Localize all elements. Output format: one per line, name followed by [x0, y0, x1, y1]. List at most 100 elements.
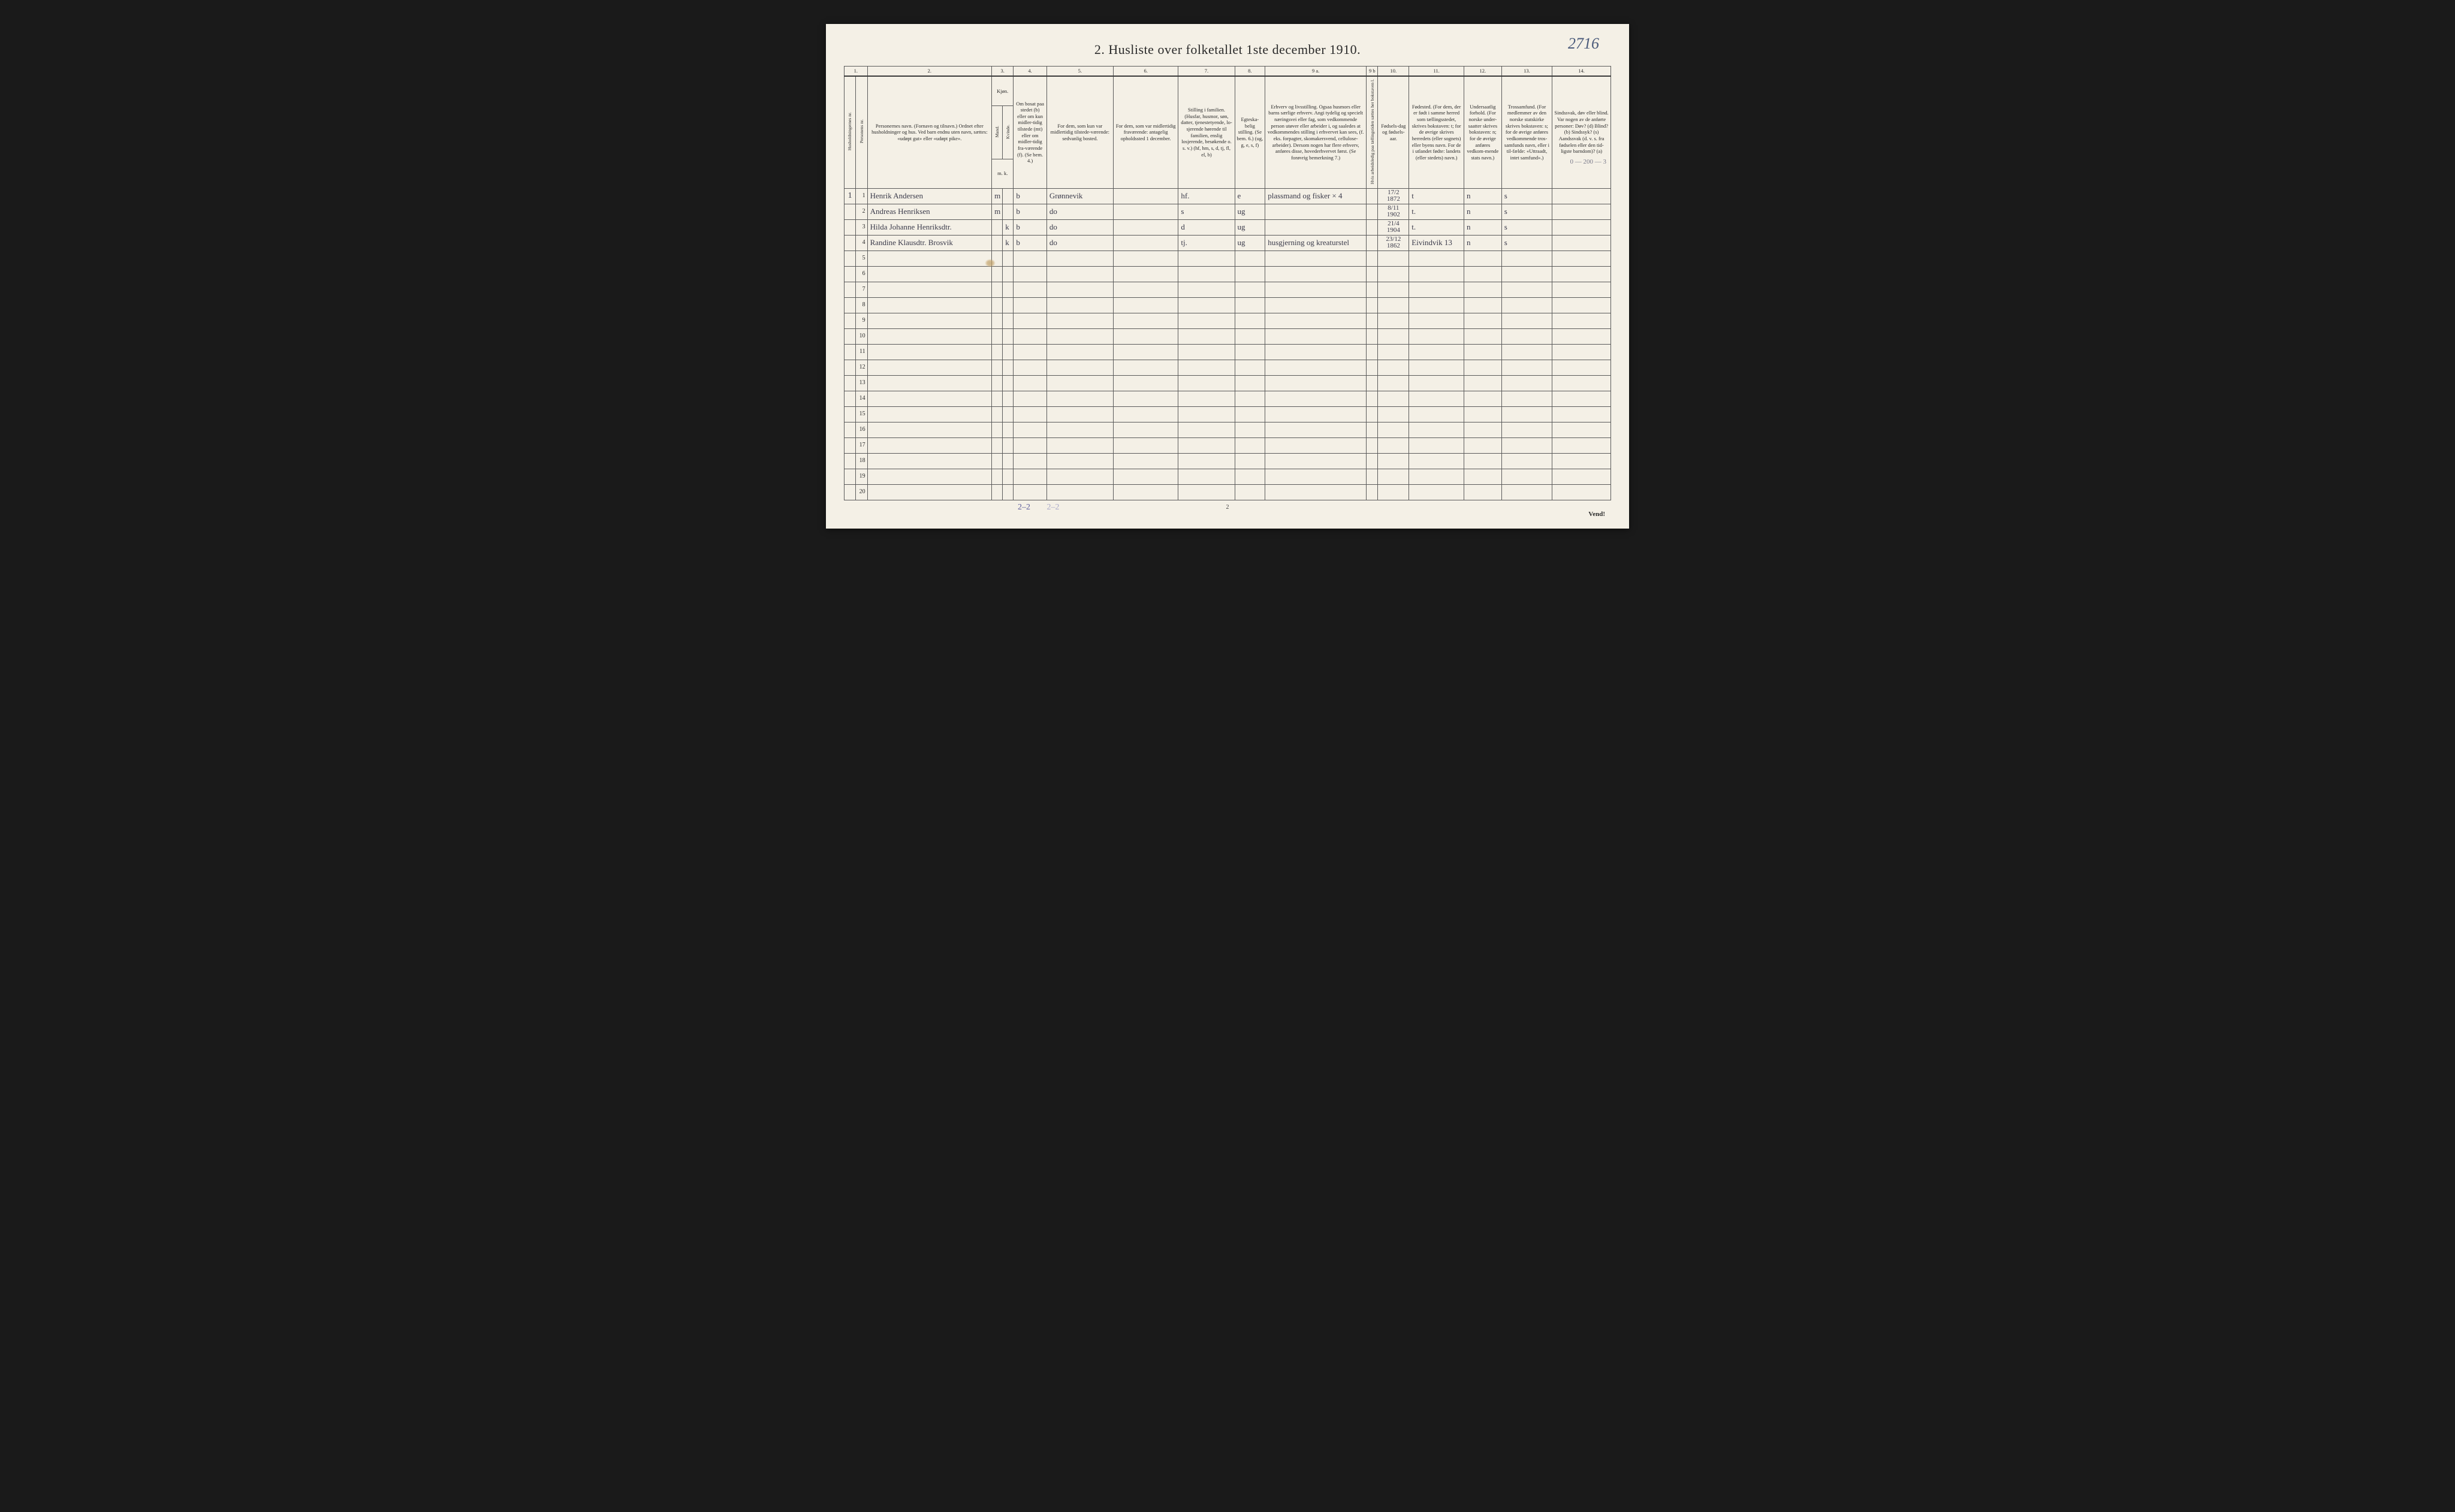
cell-c12 — [1464, 344, 1501, 360]
cell-c12 — [1464, 469, 1501, 484]
cell-c10 — [1378, 484, 1409, 500]
cell-c10 — [1378, 391, 1409, 406]
paper-stain — [985, 259, 996, 267]
colnum-4: 4. — [1014, 67, 1047, 76]
cell-num: 11 — [856, 344, 867, 360]
cell-c13 — [1501, 297, 1552, 313]
cell-c9a — [1265, 422, 1367, 437]
cell-hh — [845, 406, 856, 422]
cell-c14 — [1552, 188, 1611, 204]
cell-c9b — [1367, 266, 1378, 282]
cell-c7 — [1178, 469, 1235, 484]
cell-c8 — [1235, 406, 1265, 422]
cell-c9b — [1367, 344, 1378, 360]
cell-k: k — [1003, 219, 1014, 235]
cell-hh — [845, 422, 856, 437]
cell-c13 — [1501, 375, 1552, 391]
cell-c9b — [1367, 188, 1378, 204]
cell-c11 — [1409, 266, 1464, 282]
colnum-11: 11. — [1409, 67, 1464, 76]
cell-c14 — [1552, 375, 1611, 391]
cell-c8 — [1235, 469, 1265, 484]
cell-m — [992, 360, 1003, 375]
cell-name — [867, 313, 992, 328]
cell-c11: t. — [1409, 204, 1464, 219]
cell-k — [1003, 406, 1014, 422]
cell-num: 16 — [856, 422, 867, 437]
cell-hh — [845, 204, 856, 219]
cell-c14 — [1552, 251, 1611, 266]
cell-c9b — [1367, 391, 1378, 406]
cell-m — [992, 391, 1003, 406]
colnum-9b: 9 b — [1367, 67, 1378, 76]
cell-c6 — [1113, 422, 1178, 437]
colnum-8: 8. — [1235, 67, 1265, 76]
table-row: 12 — [845, 360, 1611, 375]
cell-c8 — [1235, 344, 1265, 360]
cell-hh — [845, 453, 856, 469]
cell-k: k — [1003, 235, 1014, 251]
hdr-person-nr: Personens nr. — [856, 76, 867, 189]
table-row: 10 — [845, 328, 1611, 344]
cell-c9b — [1367, 484, 1378, 500]
cell-c12 — [1464, 406, 1501, 422]
cell-c7 — [1178, 437, 1235, 453]
table-head: 1. 2. 3. 4. 5. 6. 7. 8. 9 a. 9 b 10. 11.… — [845, 67, 1611, 189]
cell-c10 — [1378, 266, 1409, 282]
cell-k — [1003, 344, 1014, 360]
cell-num: 8 — [856, 297, 867, 313]
cell-c13 — [1501, 406, 1552, 422]
table-row: 15 — [845, 406, 1611, 422]
cell-c12 — [1464, 422, 1501, 437]
cell-hh — [845, 235, 856, 251]
cell-c10: 21/41904 — [1378, 219, 1409, 235]
colnum-1: 1. — [845, 67, 868, 76]
cell-num: 18 — [856, 453, 867, 469]
tally-main: 2–2 — [1018, 503, 1030, 512]
cell-c9a — [1265, 204, 1367, 219]
census-table: 1. 2. 3. 4. 5. 6. 7. 8. 9 a. 9 b 10. 11.… — [844, 66, 1611, 500]
cell-c12 — [1464, 484, 1501, 500]
table-row: 11 — [845, 344, 1611, 360]
cell-c14 — [1552, 313, 1611, 328]
cell-c7 — [1178, 360, 1235, 375]
cell-hh — [845, 297, 856, 313]
table-row: 8 — [845, 297, 1611, 313]
cell-c5 — [1046, 328, 1113, 344]
cell-m — [992, 484, 1003, 500]
cell-c11 — [1409, 282, 1464, 297]
cell-c12 — [1464, 391, 1501, 406]
cell-c11 — [1409, 297, 1464, 313]
cell-c9b — [1367, 297, 1378, 313]
cell-c9b — [1367, 219, 1378, 235]
cell-c7 — [1178, 422, 1235, 437]
cell-name — [867, 251, 992, 266]
cell-c11: t — [1409, 188, 1464, 204]
colnum-7: 7. — [1178, 67, 1235, 76]
cell-c7: hf. — [1178, 188, 1235, 204]
cell-c5 — [1046, 453, 1113, 469]
cell-k — [1003, 375, 1014, 391]
cell-c7 — [1178, 375, 1235, 391]
cell-num: 4 — [856, 235, 867, 251]
colnum-6: 6. — [1113, 67, 1178, 76]
cell-bosat: b — [1014, 188, 1047, 204]
cell-c13 — [1501, 360, 1552, 375]
cell-c11 — [1409, 375, 1464, 391]
cell-name — [867, 406, 992, 422]
cell-k — [1003, 328, 1014, 344]
cell-bosat: b — [1014, 219, 1047, 235]
cell-num: 14 — [856, 391, 867, 406]
cell-c8 — [1235, 375, 1265, 391]
cell-c13 — [1501, 391, 1552, 406]
cell-hh — [845, 313, 856, 328]
cell-c12 — [1464, 266, 1501, 282]
cell-bosat: b — [1014, 204, 1047, 219]
cell-c8: ug — [1235, 204, 1265, 219]
page-title: 2. Husliste over folketallet 1ste decemb… — [844, 42, 1611, 58]
cell-c6 — [1113, 313, 1178, 328]
cell-k — [1003, 422, 1014, 437]
cell-hh — [845, 219, 856, 235]
cell-c6 — [1113, 235, 1178, 251]
cell-c6 — [1113, 469, 1178, 484]
